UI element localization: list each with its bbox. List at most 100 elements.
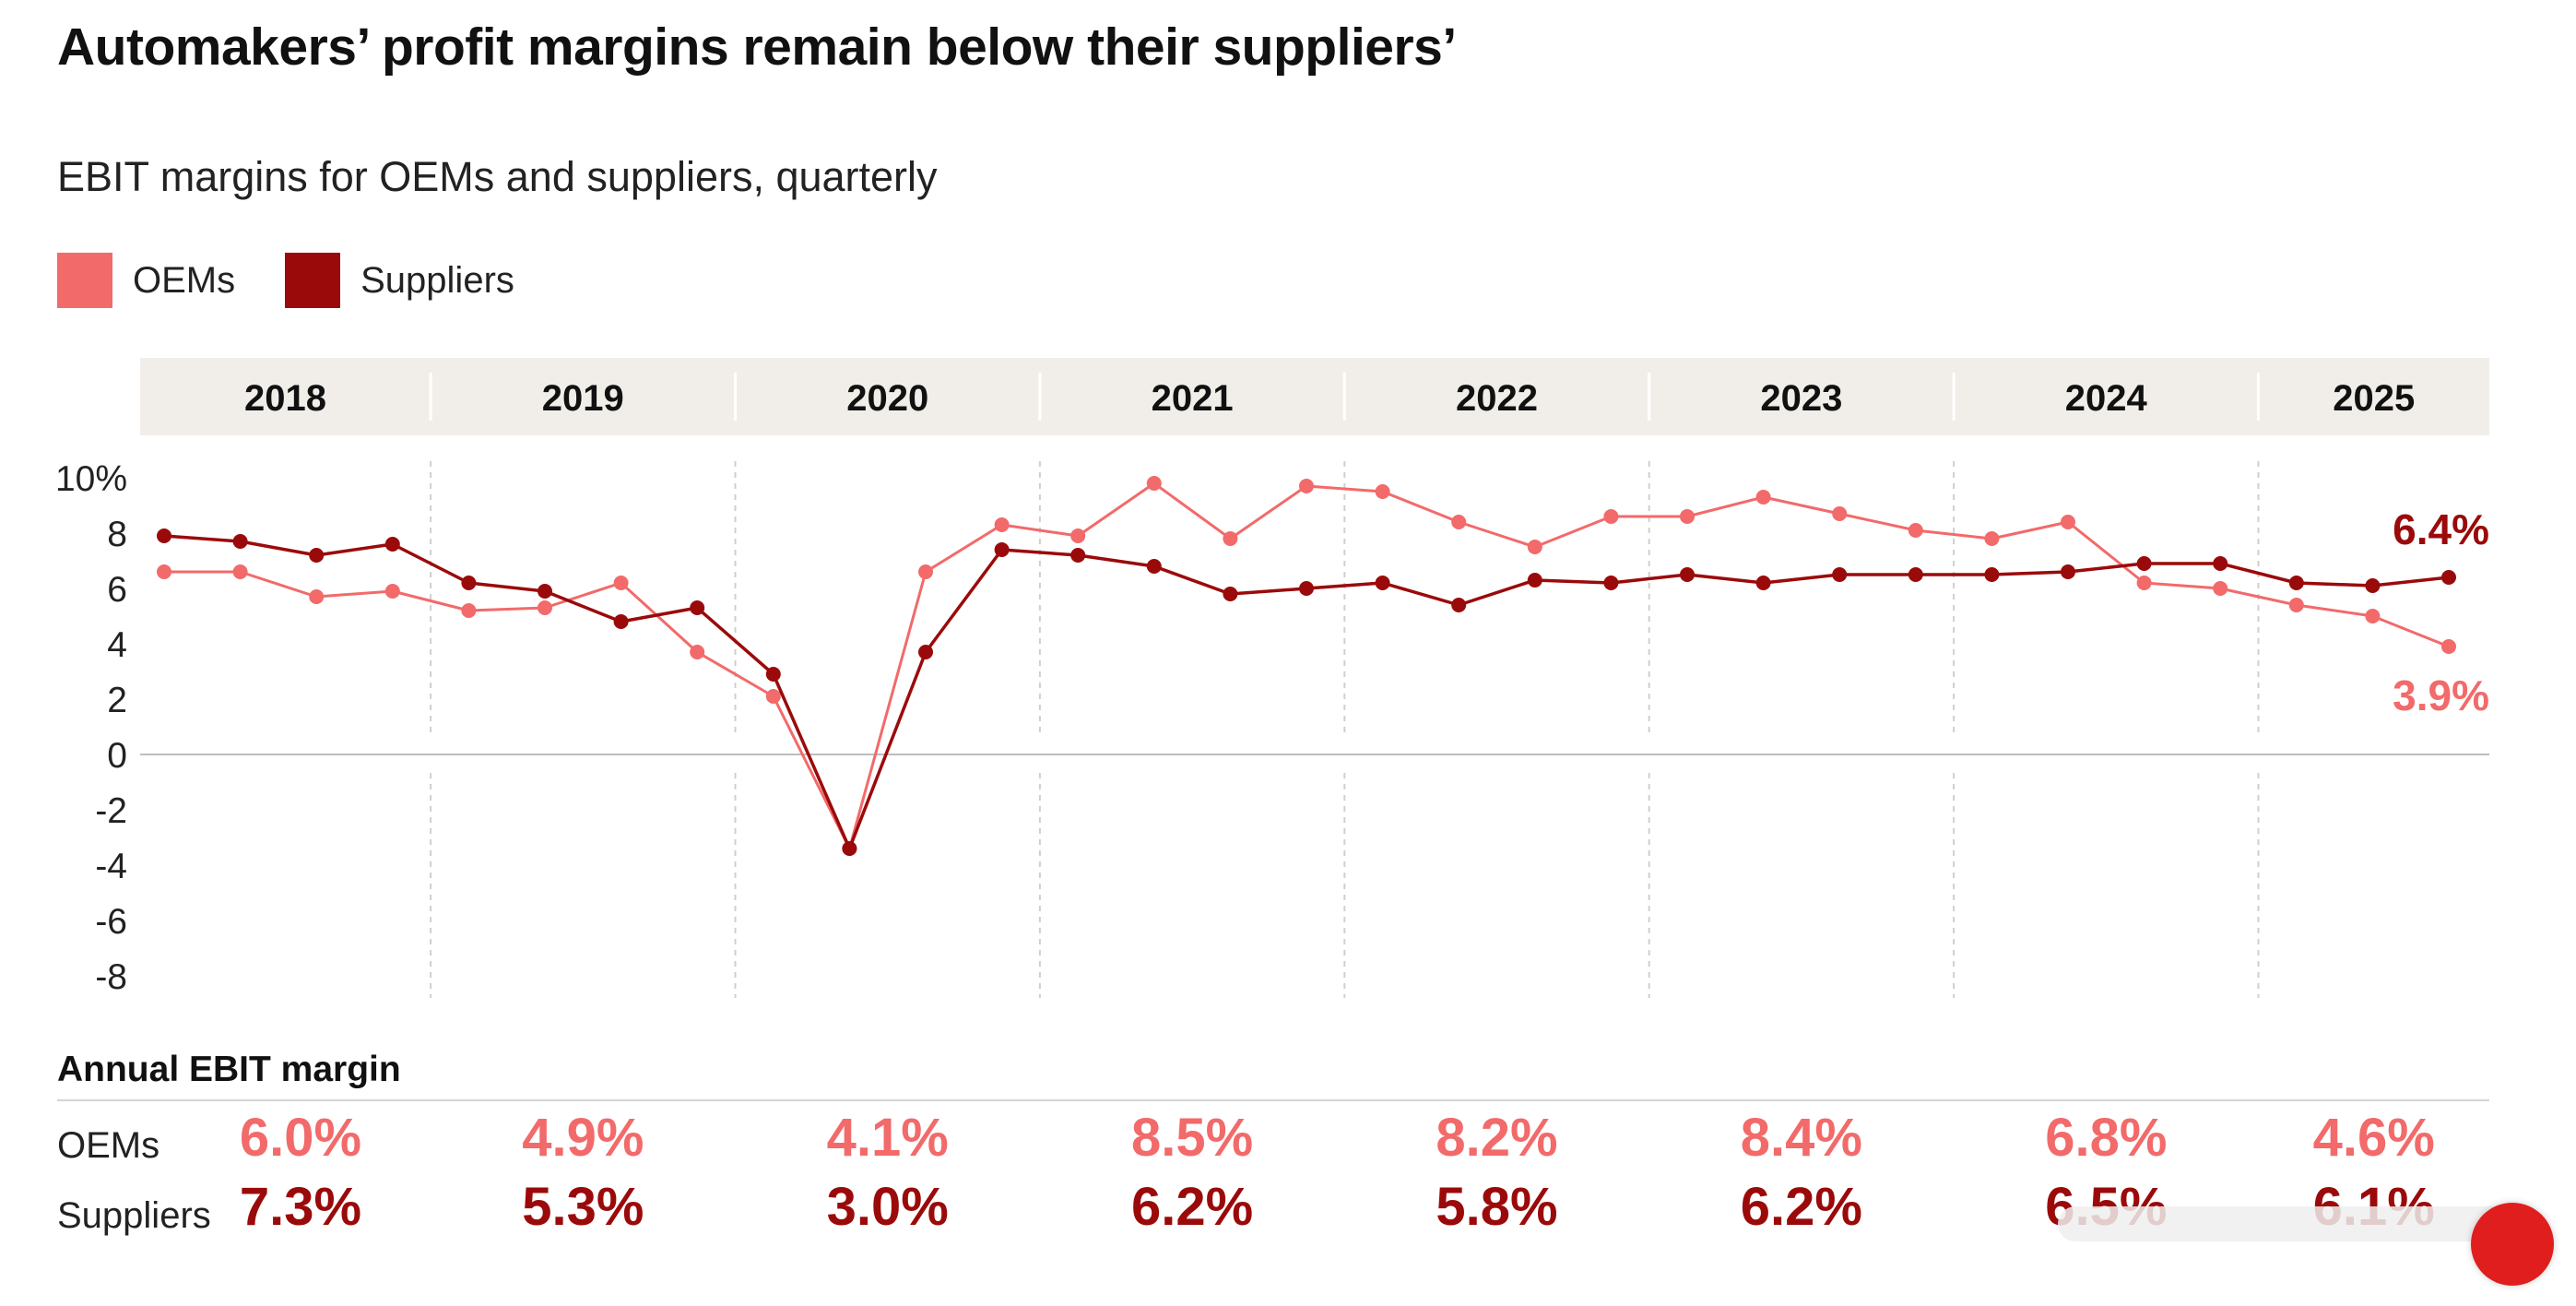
annual-suppliers-2022: 5.8% bbox=[1436, 1177, 1558, 1237]
line-chart: 2018 2019 2020 2021 2022 2023 2024 2025 10% 8 6 4 2 0… bbox=[55, 358, 2489, 998]
end-label-oems: 3.9% bbox=[2393, 671, 2489, 719]
data-point-oems bbox=[1070, 528, 1086, 543]
data-point-oems bbox=[2365, 609, 2381, 623]
data-point-suppliers bbox=[613, 614, 629, 629]
data-point-suppliers bbox=[1146, 559, 1162, 574]
data-point-suppliers bbox=[842, 841, 857, 856]
data-point-suppliers bbox=[384, 537, 400, 552]
data-point-oems bbox=[690, 645, 705, 659]
data-point-suppliers bbox=[1908, 567, 1923, 582]
data-point-oems bbox=[1680, 509, 1695, 524]
data-point-suppliers bbox=[2136, 556, 2152, 571]
year-label-2025: 2025 bbox=[2333, 378, 2415, 419]
annual-row-label-suppliers: Suppliers bbox=[57, 1195, 211, 1236]
year-label-2023: 2023 bbox=[1760, 378, 1842, 419]
data-point-oems bbox=[1603, 509, 1619, 524]
annual-divider bbox=[57, 1099, 2489, 1101]
legend-label-suppliers: Suppliers bbox=[360, 259, 514, 301]
data-point-suppliers bbox=[765, 667, 781, 682]
legend-item-oems: OEMs bbox=[57, 253, 235, 308]
legend-swatch-suppliers bbox=[285, 253, 341, 308]
data-point-suppliers bbox=[2441, 570, 2456, 585]
data-point-suppliers bbox=[1070, 548, 1086, 563]
data-point-suppliers bbox=[232, 534, 248, 549]
legend-label-oems: OEMs bbox=[133, 259, 236, 301]
data-point-suppliers bbox=[2365, 578, 2381, 593]
data-point-suppliers bbox=[1451, 598, 1467, 612]
annual-row-label-oems: OEMs bbox=[57, 1125, 160, 1166]
data-point-oems bbox=[2061, 515, 2075, 529]
y-tick-label: -6 bbox=[95, 902, 127, 942]
annual-oems-2023: 8.4% bbox=[1740, 1108, 1862, 1168]
data-point-oems bbox=[1146, 476, 1162, 491]
data-point-suppliers bbox=[309, 548, 325, 563]
data-point-oems bbox=[384, 584, 400, 599]
data-point-oems bbox=[1451, 515, 1467, 529]
y-tick-label: -2 bbox=[95, 791, 127, 831]
data-point-suppliers bbox=[1299, 581, 1314, 596]
data-point-suppliers bbox=[918, 645, 933, 659]
data-point-suppliers bbox=[1375, 576, 1390, 590]
data-point-suppliers bbox=[690, 600, 705, 615]
data-point-oems bbox=[1299, 479, 1314, 493]
data-point-oems bbox=[2288, 598, 2304, 612]
y-tick-label: 8 bbox=[107, 515, 127, 554]
y-tick-label: 4 bbox=[107, 625, 127, 665]
data-point-oems bbox=[232, 564, 248, 579]
floating-action-button[interactable] bbox=[2471, 1203, 2554, 1286]
year-label-2021: 2021 bbox=[1152, 378, 1234, 419]
annual-oems-2018: 6.0% bbox=[239, 1108, 362, 1168]
y-tick-label: 6 bbox=[107, 570, 127, 610]
annual-suppliers-2019: 5.3% bbox=[522, 1177, 644, 1237]
data-point-oems bbox=[765, 689, 781, 704]
annual-heading: Annual EBIT margin bbox=[57, 1050, 401, 1089]
data-point-suppliers bbox=[1603, 576, 1619, 590]
year-band bbox=[140, 358, 2489, 435]
data-point-oems bbox=[538, 600, 552, 615]
data-point-oems bbox=[1832, 506, 1848, 521]
notification-bar bbox=[2058, 1206, 2537, 1241]
data-point-oems bbox=[1755, 490, 1771, 505]
annual-suppliers-2023: 6.2% bbox=[1740, 1177, 1862, 1237]
data-point-oems bbox=[1984, 531, 2000, 546]
data-point-oems bbox=[2136, 576, 2152, 590]
data-point-suppliers bbox=[538, 584, 552, 599]
end-label-suppliers: 6.4% bbox=[2393, 505, 2489, 553]
data-point-suppliers bbox=[1527, 573, 1542, 588]
data-point-oems bbox=[918, 564, 933, 579]
data-point-suppliers bbox=[1223, 587, 1238, 601]
year-label-2020: 2020 bbox=[846, 378, 928, 419]
annual-oems-2020: 4.1% bbox=[826, 1108, 949, 1168]
year-label-2022: 2022 bbox=[1456, 378, 1538, 419]
data-point-suppliers bbox=[2288, 576, 2304, 590]
data-point-oems bbox=[309, 589, 325, 604]
legend-item-suppliers: Suppliers bbox=[285, 253, 514, 308]
legend-swatch-oems bbox=[57, 253, 112, 308]
data-point-suppliers bbox=[994, 542, 1010, 557]
annual-oems-2019: 4.9% bbox=[522, 1108, 644, 1168]
data-point-oems bbox=[1527, 540, 1542, 554]
data-point-suppliers bbox=[1984, 567, 2000, 582]
data-point-oems bbox=[157, 564, 171, 579]
annual-oems-2021: 8.5% bbox=[1130, 1108, 1254, 1168]
data-point-oems bbox=[461, 603, 477, 618]
year-label-2019: 2019 bbox=[542, 378, 624, 419]
data-point-suppliers bbox=[1680, 567, 1695, 582]
y-tick-label: -8 bbox=[95, 957, 127, 997]
data-point-oems bbox=[994, 517, 1010, 532]
data-point-oems bbox=[613, 576, 629, 590]
annual-suppliers-2018: 7.3% bbox=[239, 1177, 362, 1237]
year-label-2024: 2024 bbox=[2065, 378, 2148, 419]
data-point-oems bbox=[1375, 484, 1390, 499]
y-tick-label: 10% bbox=[55, 459, 127, 499]
data-point-suppliers bbox=[461, 576, 477, 590]
year-label-2018: 2018 bbox=[244, 378, 326, 419]
annual-oems-2024: 6.8% bbox=[2045, 1108, 2168, 1168]
y-tick-label: 2 bbox=[107, 681, 127, 720]
y-tick-label: 0 bbox=[107, 736, 127, 776]
y-tick-label: -4 bbox=[95, 847, 127, 886]
annual-suppliers-2020: 3.0% bbox=[826, 1177, 949, 1237]
data-point-oems bbox=[1908, 523, 1923, 538]
series-line-oems bbox=[164, 481, 2450, 850]
data-point-suppliers bbox=[157, 528, 171, 543]
